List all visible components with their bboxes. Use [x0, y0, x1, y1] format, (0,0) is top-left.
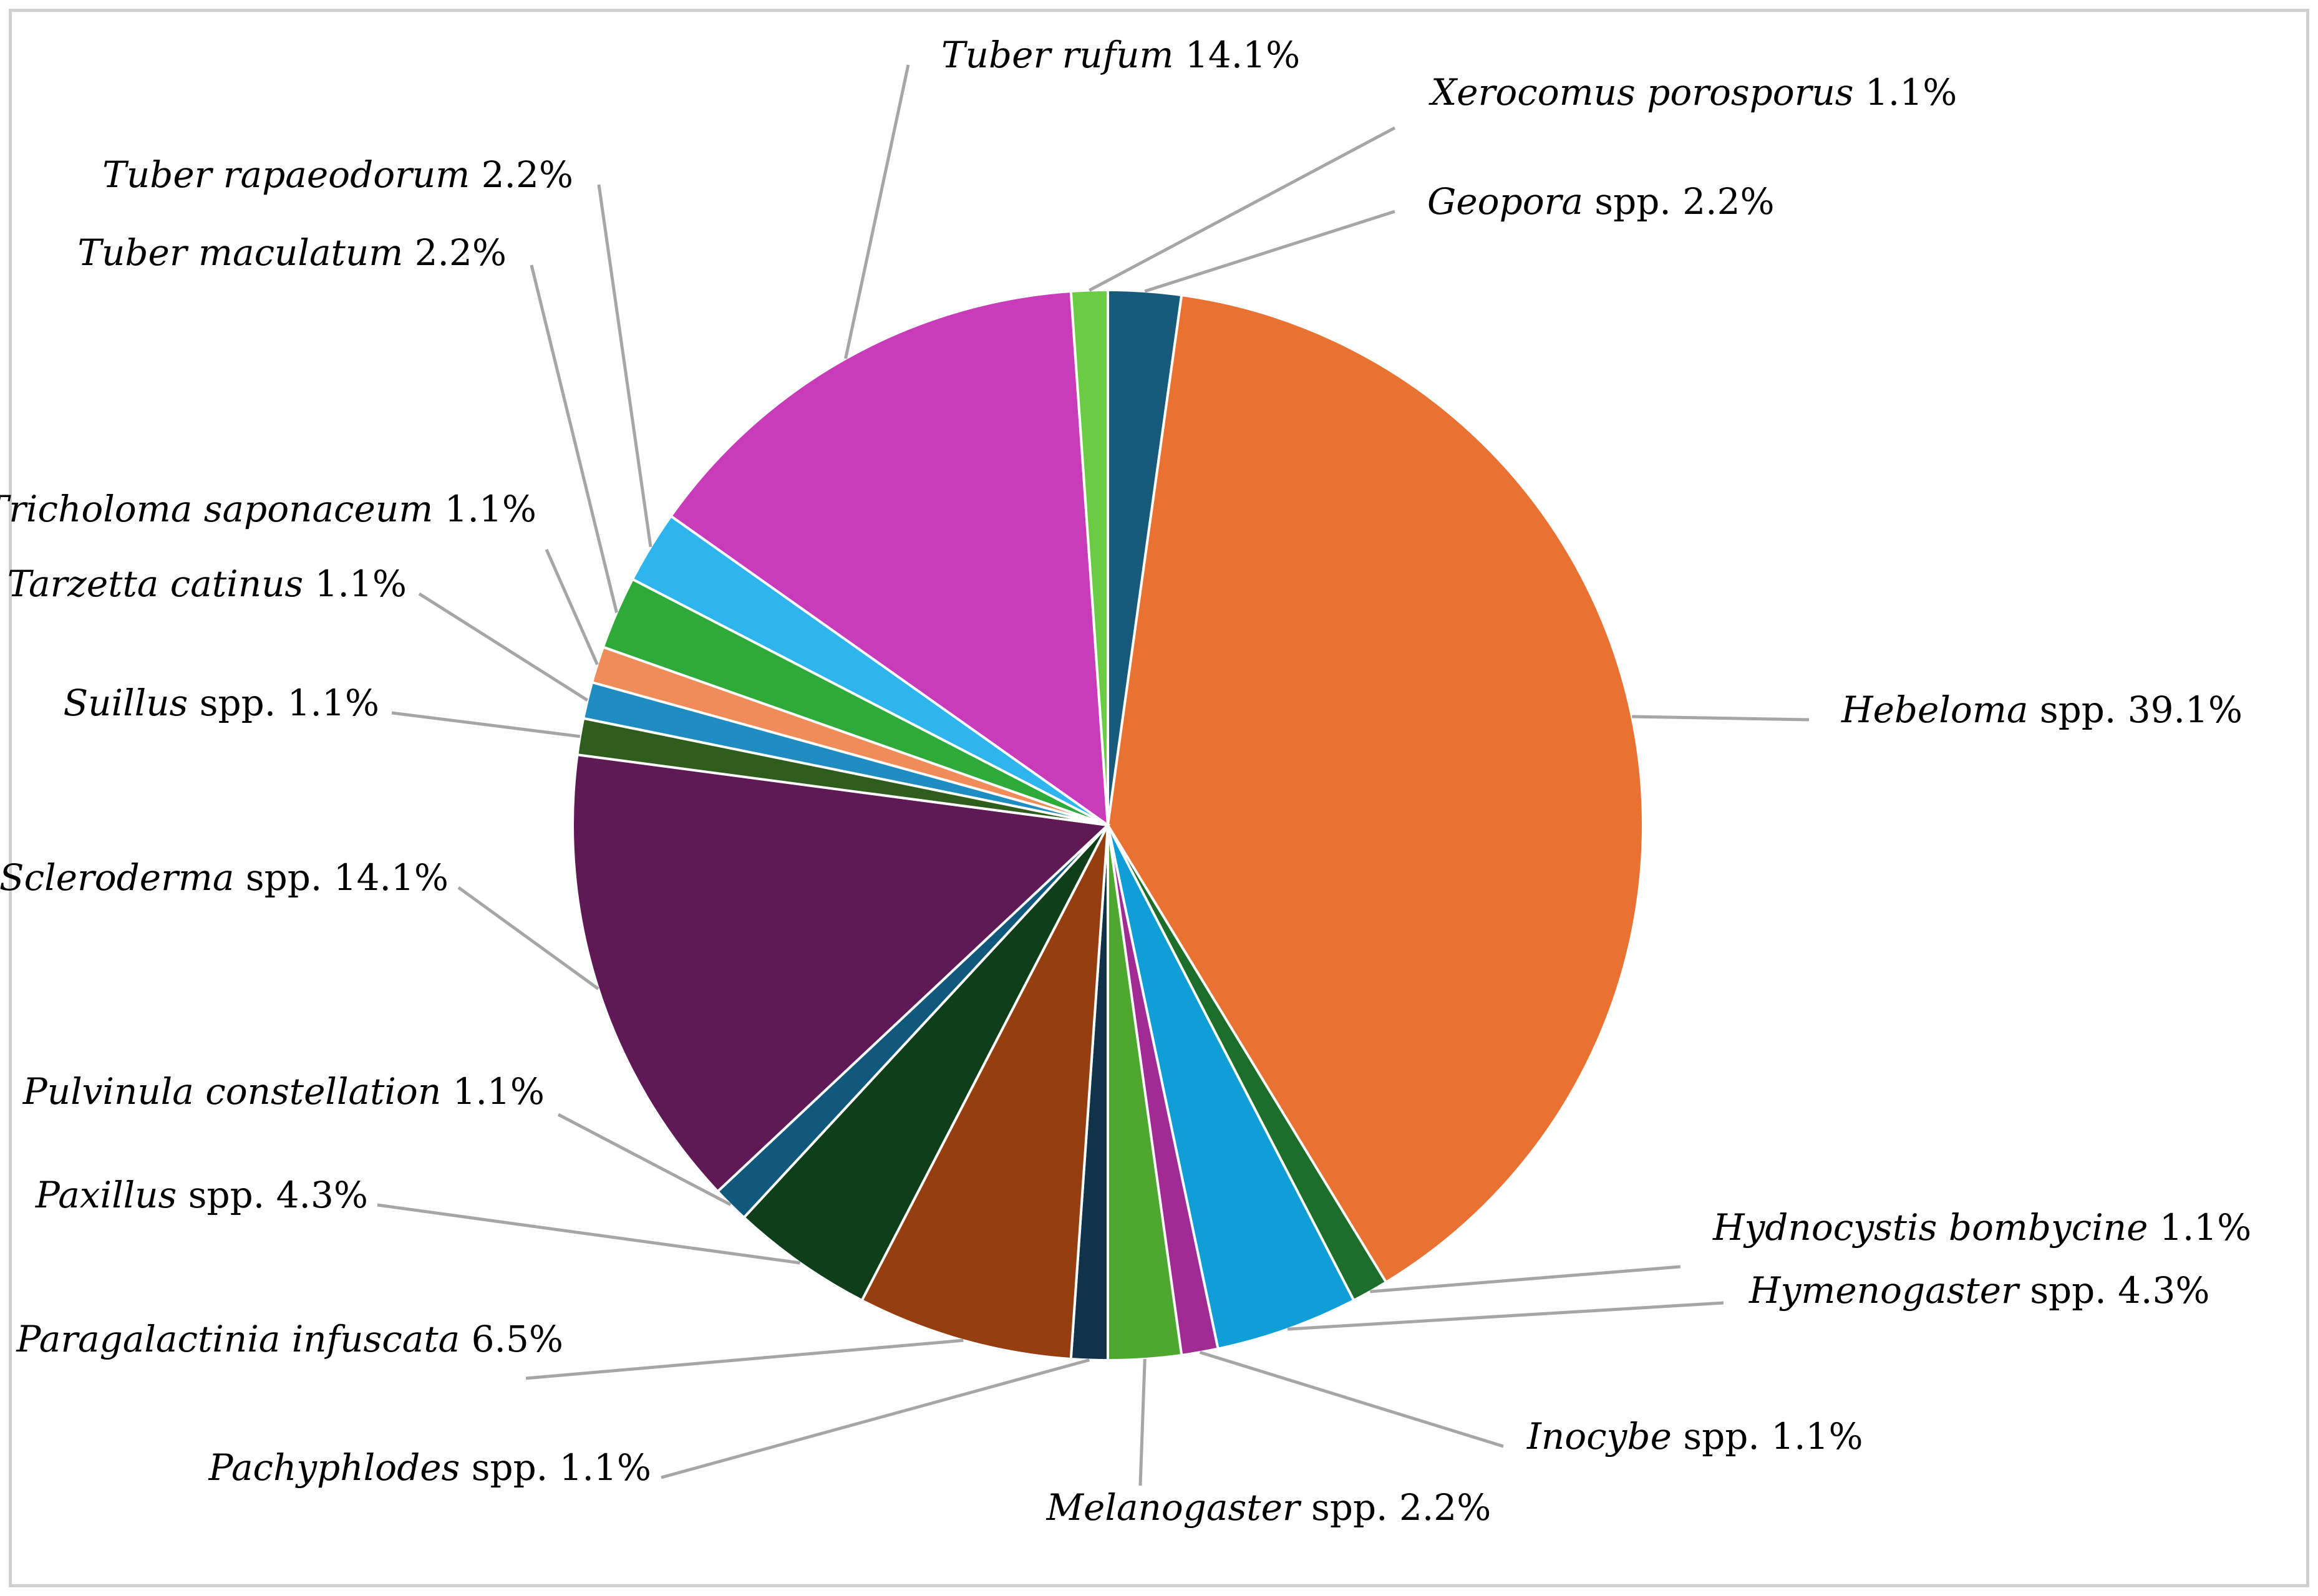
label-value: spp. 2.2%	[1583, 180, 1775, 223]
label-genus: Tuber maculatum	[77, 231, 403, 274]
label-hydnocystis-bombycine: Hydnocystis bombycine 1.1%	[1712, 1206, 2251, 1249]
label-value: 14.1%	[1174, 34, 1301, 76]
slice-labels: Geopora spp. 2.2% Hebeloma spp. 39.1% Hydn…	[0, 34, 2251, 1529]
leader-tuber-rapaeodorum	[597, 184, 652, 548]
label-tuber-rufum: Tuber rufum 14.1%	[941, 34, 1300, 76]
slices-group	[571, 288, 1644, 1362]
label-value: 1.1%	[303, 563, 407, 605]
leader-paragalactinia-infuscata	[525, 1338, 964, 1380]
leader-lines	[377, 64, 1810, 1486]
label-pulvinula-constellation: Pulvinula constellation 1.1%	[22, 1070, 545, 1113]
label-suillus: Suillus spp. 1.1%	[63, 682, 379, 724]
label-genus: Tarzetta catinus	[7, 563, 303, 605]
label-genus: Hebeloma	[1841, 689, 2028, 731]
label-value: 2.2%	[470, 153, 573, 196]
label-value: spp. 1.1%	[188, 682, 379, 724]
leader-hydnocystis-bombycine	[1370, 1265, 1681, 1294]
label-genus: Xerocomus porosporus	[1428, 71, 1854, 114]
label-value: 1.1%	[2148, 1206, 2251, 1249]
label-tricholoma-saponaceum: Tricholoma saponaceum 1.1%	[0, 488, 536, 530]
leader-suillus	[391, 711, 581, 738]
leader-inocybe	[1199, 1350, 1504, 1448]
label-value: spp. 39.1%	[2028, 689, 2243, 731]
leader-tarzetta-catinus	[418, 592, 589, 702]
leader-melanogaster	[1138, 1358, 1147, 1486]
label-paxillus: Paxillus spp. 4.3%	[35, 1174, 368, 1216]
label-pachyphlodes: Pachyphlodes spp. 1.1%	[208, 1446, 651, 1489]
leader-pachyphlodes	[661, 1358, 1090, 1479]
leader-hebeloma	[1632, 715, 1810, 722]
leader-paxillus	[377, 1203, 800, 1265]
label-value: spp. 1.1%	[1672, 1415, 1863, 1458]
label-inocybe: Inocybe spp. 1.1%	[1526, 1415, 1863, 1458]
leader-tuber-rufum	[844, 64, 910, 359]
label-hebeloma: Hebeloma spp. 39.1%	[1841, 689, 2243, 731]
label-geopora: Geopora spp. 2.2%	[1427, 180, 1775, 223]
label-value: 1.1%	[433, 488, 536, 530]
label-paragalactinia-infuscata: Paragalactinia infuscata 6.5%	[16, 1318, 563, 1360]
label-genus: Tuber rufum	[941, 34, 1174, 76]
label-value: spp. 2.2%	[1300, 1486, 1491, 1529]
label-melanogaster: Melanogaster spp. 2.2%	[1046, 1486, 1491, 1529]
label-value: 2.2%	[403, 231, 507, 274]
label-hymenogaster: Hymenogaster spp. 4.3%	[1748, 1269, 2209, 1312]
label-value: spp. 1.1%	[460, 1446, 651, 1489]
label-tuber-rapaeodorum: Tuber rapaeodorum 2.2%	[102, 153, 573, 196]
label-value: 6.5%	[460, 1318, 563, 1360]
leader-tricholoma-saponaceum	[545, 548, 599, 665]
label-genus: Hydnocystis bombycine	[1712, 1206, 2148, 1249]
label-genus: Pulvinula constellation	[22, 1070, 441, 1113]
slice-hebeloma	[1106, 293, 1644, 1284]
leader-hymenogaster	[1287, 1301, 1724, 1331]
label-value: 1.1%	[1854, 71, 1957, 114]
label-scleroderma: Scleroderma spp. 14.1%	[0, 856, 449, 899]
label-genus: Geopora	[1427, 180, 1583, 223]
label-genus: Melanogaster	[1046, 1486, 1302, 1529]
label-value: spp. 4.3%	[177, 1174, 368, 1216]
label-value: spp. 14.1%	[234, 856, 449, 899]
leader-geopora	[1144, 210, 1395, 293]
label-genus: Suillus	[63, 682, 188, 724]
leader-pulvinula-constellation	[557, 1113, 732, 1206]
label-genus: Inocybe	[1526, 1415, 1672, 1458]
label-genus: Hymenogaster	[1748, 1269, 2020, 1312]
label-genus: Pachyphlodes	[208, 1446, 460, 1489]
leader-tuber-maculatum	[530, 264, 618, 613]
label-genus: Paragalactinia infuscata	[16, 1318, 460, 1360]
label-tuber-maculatum: Tuber maculatum 2.2%	[77, 231, 507, 274]
label-value: spp. 4.3%	[2019, 1269, 2210, 1312]
label-xerocomus-porosporus: Xerocomus porosporus 1.1%	[1428, 71, 1957, 114]
label-genus: Paxillus	[35, 1174, 177, 1216]
slice-paragalactinia-infuscata	[860, 825, 1109, 1361]
label-genus: Scleroderma	[0, 856, 234, 899]
leader-xerocomus-porosporus	[1089, 126, 1396, 292]
leader-scleroderma	[457, 886, 599, 990]
label-tarzetta-catinus: Tarzetta catinus 1.1%	[7, 563, 407, 605]
label-genus: Tuber rapaeodorum	[102, 153, 470, 196]
label-value: 1.1%	[441, 1070, 545, 1113]
label-genus: Tricholoma saponaceum	[0, 488, 433, 530]
